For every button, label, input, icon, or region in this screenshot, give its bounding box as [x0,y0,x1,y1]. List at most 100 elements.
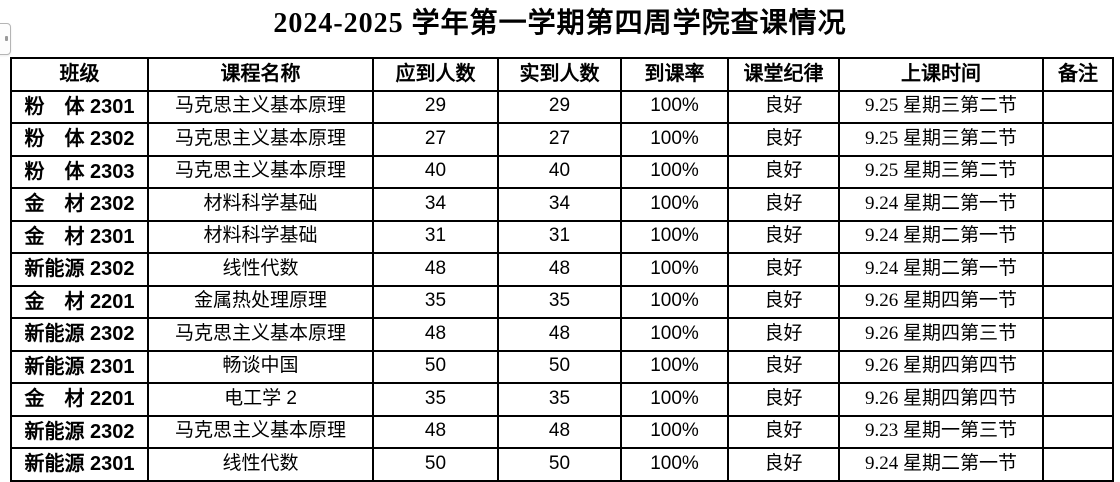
cell-actual-count: 48 [497,252,622,287]
cell-expected-count: 35 [372,382,499,417]
cell-remark [1042,122,1114,157]
edge-panel-handle[interactable] [0,23,11,55]
table-row: 新能源 2302 马克思主义基本原理 48 48 100% 良好 9.23 星期… [10,414,1114,449]
cell-course: 马克思主义基本原理 [147,89,374,124]
header-time: 上课时间 [838,57,1044,92]
cell-class-time: 9.25 星期三第二节 [838,122,1044,157]
cell-class: 粉 体 2302 [10,122,149,157]
cell-attendance-rate: 100% [620,219,729,254]
cell-course: 线性代数 [147,447,374,482]
header-discipline: 课堂纪律 [727,57,840,92]
table-row: 新能源 2302 马克思主义基本原理 48 48 100% 良好 9.26 星期… [10,317,1114,352]
cell-course: 线性代数 [147,252,374,287]
cell-class-time: 9.26 星期四第三节 [838,317,1044,352]
table-row: 金 材 2302 材料科学基础 34 34 100% 良好 9.24 星期二第一… [10,187,1114,222]
cell-actual-count: 40 [497,154,622,189]
cell-class: 粉 体 2303 [10,154,149,189]
cell-class-time: 9.25 星期三第二节 [838,154,1044,189]
cell-actual-count: 35 [497,284,622,319]
cell-class: 金 材 2302 [10,187,149,222]
cell-class: 金 材 2301 [10,219,149,254]
cell-class: 金 材 2201 [10,382,149,417]
cell-expected-count: 40 [372,154,499,189]
cell-attendance-rate: 100% [620,447,729,482]
table-row: 新能源 2301 畅谈中国 50 50 100% 良好 9.26 星期四第四节 [10,349,1114,384]
table-row: 粉 体 2303 马克思主义基本原理 40 40 100% 良好 9.25 星期… [10,154,1114,189]
cell-actual-count: 35 [497,382,622,417]
cell-remark [1042,252,1114,287]
table-header: 班级 课程名称 应到人数 实到人数 到课率 课堂纪律 上课时间 备注 [10,57,1114,92]
cell-class-time: 9.25 星期三第二节 [838,89,1044,124]
cell-course: 马克思主义基本原理 [147,317,374,352]
page-title: 2024-2025 学年第一学期第四周学院查课情况 [273,8,847,39]
cell-course: 金属热处理原理 [147,284,374,319]
cell-actual-count: 31 [497,219,622,254]
cell-discipline: 良好 [727,154,840,189]
cell-class-time: 9.24 星期二第一节 [838,252,1044,287]
header-remark: 备注 [1042,57,1114,92]
cell-discipline: 良好 [727,447,840,482]
cell-course: 畅谈中国 [147,349,374,384]
table-row: 金 材 2201 电工学 2 35 35 100% 良好 9.26 星期四第四节 [10,382,1114,417]
table-body: 粉 体 2301 马克思主义基本原理 29 29 100% 良好 9.25 星期… [10,89,1114,482]
cell-class-time: 9.24 星期二第一节 [838,187,1044,222]
cell-class: 新能源 2302 [10,414,149,449]
cell-class: 新能源 2302 [10,317,149,352]
cell-discipline: 良好 [727,349,840,384]
cell-class-time: 9.24 星期二第一节 [838,219,1044,254]
cell-remark [1042,187,1114,222]
cell-actual-count: 34 [497,187,622,222]
cell-actual-count: 48 [497,414,622,449]
cell-expected-count: 34 [372,187,499,222]
header-actual: 实到人数 [497,57,622,92]
cell-actual-count: 48 [497,317,622,352]
cell-attendance-rate: 100% [620,382,729,417]
cell-attendance-rate: 100% [620,317,729,352]
cell-actual-count: 50 [497,349,622,384]
cell-course: 马克思主义基本原理 [147,414,374,449]
cell-remark [1042,284,1114,319]
cell-expected-count: 27 [372,122,499,157]
cell-attendance-rate: 100% [620,414,729,449]
cell-discipline: 良好 [727,382,840,417]
cell-remark [1042,317,1114,352]
cell-class: 新能源 2302 [10,252,149,287]
cell-class: 金 材 2201 [10,284,149,319]
table-row: 金 材 2301 材料科学基础 31 31 100% 良好 9.24 星期二第一… [10,219,1114,254]
header-row: 班级 课程名称 应到人数 实到人数 到课率 课堂纪律 上课时间 备注 [10,57,1114,92]
cell-discipline: 良好 [727,252,840,287]
cell-attendance-rate: 100% [620,122,729,157]
cell-class: 新能源 2301 [10,447,149,482]
cell-discipline: 良好 [727,414,840,449]
cell-class: 粉 体 2301 [10,89,149,124]
cell-expected-count: 35 [372,284,499,319]
cell-remark [1042,447,1114,482]
cell-actual-count: 50 [497,447,622,482]
cell-class-time: 9.26 星期四第四节 [838,349,1044,384]
cell-discipline: 良好 [727,122,840,157]
cell-expected-count: 29 [372,89,499,124]
header-expected: 应到人数 [372,57,499,92]
cell-remark [1042,89,1114,124]
cell-actual-count: 27 [497,122,622,157]
collapsed-handle-icon [5,36,8,41]
cell-remark [1042,219,1114,254]
cell-discipline: 良好 [727,89,840,124]
inspection-table: 班级 课程名称 应到人数 实到人数 到课率 课堂纪律 上课时间 备注 粉 体 2… [10,57,1114,482]
cell-expected-count: 50 [372,349,499,384]
cell-attendance-rate: 100% [620,349,729,384]
cell-remark [1042,382,1114,417]
cell-class-time: 9.23 星期一第三节 [838,414,1044,449]
cell-actual-count: 29 [497,89,622,124]
cell-attendance-rate: 100% [620,187,729,222]
cell-class: 新能源 2301 [10,349,149,384]
cell-attendance-rate: 100% [620,154,729,189]
cell-attendance-rate: 100% [620,284,729,319]
header-class: 班级 [10,57,149,92]
table-row: 新能源 2301 线性代数 50 50 100% 良好 9.24 星期二第一节 [10,447,1114,482]
cell-course: 马克思主义基本原理 [147,154,374,189]
cell-expected-count: 48 [372,414,499,449]
cell-discipline: 良好 [727,317,840,352]
cell-expected-count: 50 [372,447,499,482]
cell-class-time: 9.26 星期四第四节 [838,382,1044,417]
